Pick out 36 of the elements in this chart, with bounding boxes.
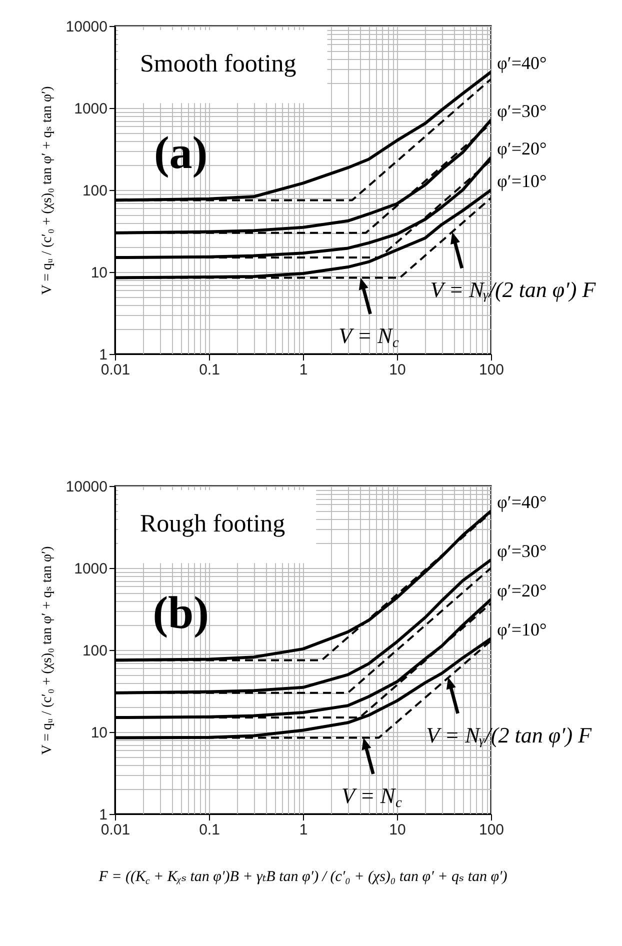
series-label: φ′=30° [497, 100, 547, 121]
y-tick-label: 1000 [74, 560, 108, 578]
text: Smooth footing [140, 50, 297, 78]
series-label: φ′=10° [497, 171, 547, 191]
annotation: (a) [154, 126, 208, 178]
annotation: V = Nᵧ/(2 tan φ′) F [430, 277, 596, 302]
x-tick-label: 0.1 [199, 822, 220, 838]
series-label: φ′=20° [497, 580, 547, 600]
x-tick-label: 10 [389, 822, 406, 838]
x-tick-label: 0.01 [100, 362, 130, 378]
series-label: φ′=20° [497, 138, 547, 159]
y-tick-label: 1000 [74, 100, 108, 118]
x-tick-label: 0.01 [100, 822, 130, 838]
y-axis-title: V = qᵤ / (c′₀ + (χs)₀ tan φ′ + qₛ tan φ′) [40, 546, 55, 755]
y-tick-label: 10 [90, 264, 108, 282]
x-tick-label: 1 [299, 362, 308, 378]
text: Rough footing [140, 510, 286, 538]
x-tick-label: 0.1 [199, 362, 220, 378]
series-label: φ′=10° [497, 620, 547, 640]
y-tick-label: 1 [99, 806, 108, 824]
series-label: φ′=40° [497, 52, 547, 73]
annotation: (b) [152, 586, 209, 638]
series-label: φ′=30° [497, 540, 547, 561]
x-tick-label: 10 [389, 362, 406, 378]
series-label: φ′=40° [497, 492, 547, 512]
x-tick-label: 100 [478, 362, 504, 378]
y-tick-label: 10000 [66, 18, 108, 36]
annotation: V = Nᵧ/(2 tan φ′) F [426, 722, 592, 748]
y-tick-label: 100 [82, 182, 108, 200]
y-tick-label: 10 [90, 724, 108, 742]
y-tick-label: 100 [82, 642, 108, 660]
y-tick-label: 1 [99, 346, 108, 364]
y-tick-label: 10000 [66, 478, 108, 496]
y-axis-title: V = qᵤ / (c′₀ + (χs)₀ tan φ′ + qₛ tan φ′) [40, 86, 55, 295]
x-tick-label: 100 [478, 822, 504, 838]
x-tick-label: 1 [299, 822, 308, 838]
